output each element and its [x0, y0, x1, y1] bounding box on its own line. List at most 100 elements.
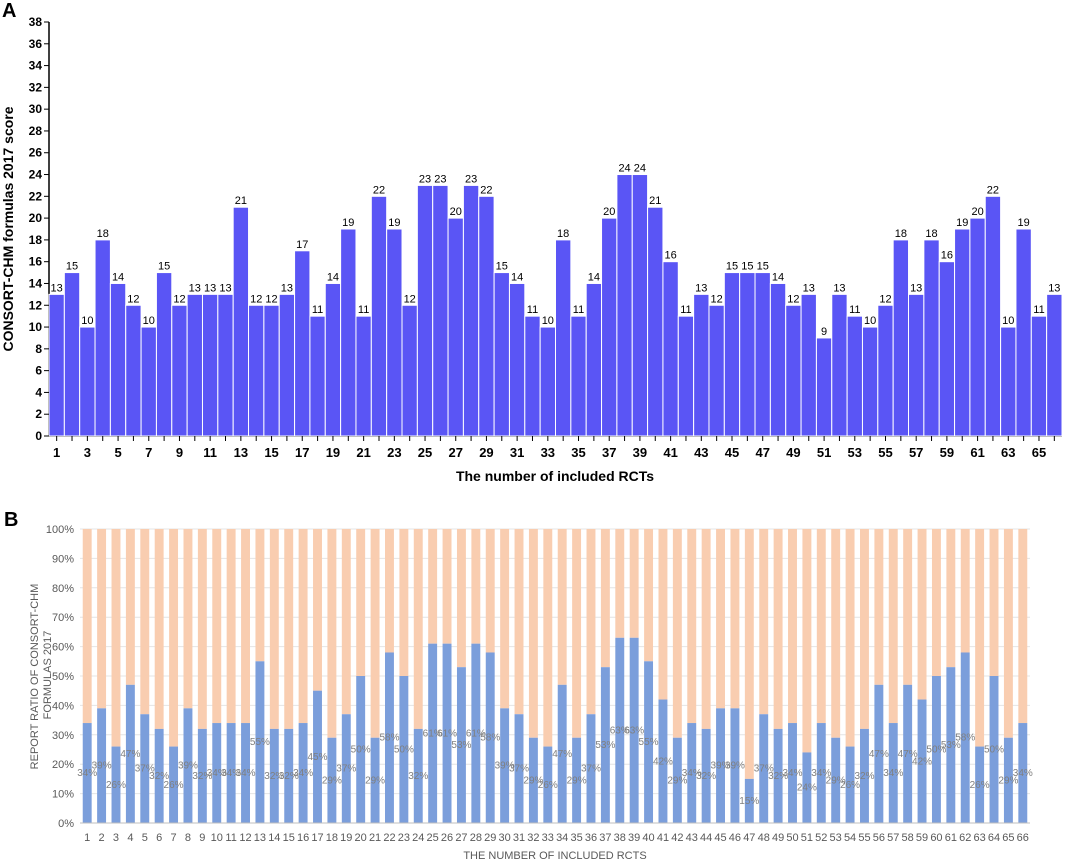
chart-b-data-label: 32%: [768, 771, 788, 782]
chart-b-bar-unreported: [428, 529, 438, 644]
chart-a-bar: [969, 217, 986, 437]
chart-b-x-tick-label: 30: [498, 832, 510, 844]
chart-b-bar-unreported: [975, 529, 985, 747]
chart-b-bar-reported: [543, 746, 553, 823]
chart-b-data-label: 53%: [941, 740, 961, 751]
chart-a-data-label: 13: [833, 282, 845, 294]
chart-b-x-tick-label: 39: [628, 832, 640, 844]
chart-b-x-tick-label: 26: [441, 832, 453, 844]
chart-a-bar: [800, 293, 817, 437]
chart-a-y-tick-label: 24: [29, 168, 43, 182]
chart-b-bar-reported: [989, 676, 999, 823]
chart-b-x-tick-label: 34: [556, 832, 568, 844]
chart-a-y-tick-label: 4: [35, 385, 42, 399]
chart-b-bar-unreported: [759, 529, 769, 715]
chart-a-bar: [954, 228, 971, 437]
chart-a-bar: [278, 293, 296, 437]
chart-b-bar-unreported: [917, 529, 927, 700]
chart-b-bar-reported: [600, 667, 610, 823]
chart-b-bar-reported: [370, 737, 380, 823]
chart-b-x-ticks: 1 2 3 4 5 6 7 8 9 10 11 12 13 14 15 16 17 18 19 20 21 22 23 24 2…: [80, 822, 1030, 844]
chart-b-data-label: 37%: [135, 764, 155, 775]
chart-b-x-tick-label: 61: [945, 832, 957, 844]
chart-a-y-tick-label: 12: [29, 298, 43, 312]
chart-b-bar-unreported: [197, 529, 207, 729]
chart-a-data-label: 18: [895, 228, 907, 240]
chart-a-x-tick-label: 49: [786, 445, 800, 460]
chart-a-data-label: 14: [511, 271, 523, 283]
chart-b-x-tick-label: 59: [916, 832, 928, 844]
chart-a-y-tick-label: 34: [29, 59, 43, 73]
chart-b-data-label: 34%: [883, 768, 903, 779]
chart-a-y-tick-label: 36: [29, 37, 43, 51]
chart-b-bar-reported: [1018, 723, 1028, 823]
chart-a-y-tick-label: 38: [29, 15, 43, 29]
chart-a-data-label: 20: [971, 206, 983, 218]
chart-a-bar: [585, 282, 603, 437]
chart-b-bar-reported: [816, 723, 826, 823]
chart-a-x-axis-title: The number of included RCTs: [456, 468, 654, 484]
chart-a-x-tick-label: 45: [725, 445, 739, 460]
chart-b-bar-reported: [341, 714, 351, 823]
chart-b-data-label: 42%: [653, 756, 673, 767]
panel-b-letter: B: [4, 509, 18, 531]
chart-b-bar-unreported: [169, 529, 179, 747]
chart-b-data-label: 32%: [149, 771, 169, 782]
chart-b-data-label: 39%: [725, 761, 745, 772]
chart-b-y-tick-label: 20%: [52, 759, 74, 771]
chart-b-data-label: 47%: [120, 749, 140, 760]
chart-b-bar-unreported: [514, 529, 524, 715]
chart-a-data-label: 20: [603, 206, 615, 218]
chart-b-x-tick-label: 47: [743, 832, 755, 844]
chart-b-x-tick-label: 19: [340, 832, 352, 844]
chart-a-bar: [739, 272, 756, 437]
chart-a-bar: [171, 304, 188, 437]
chart-a-data-label: 18: [97, 228, 109, 240]
chart-b-bar-unreported: [313, 529, 322, 691]
chart-b-y-tick-label: 60%: [52, 642, 74, 654]
chart-b-bar-reported: [269, 728, 279, 823]
chart-b-data-label: 39%: [178, 761, 198, 772]
chart-b-bar-reported: [500, 708, 510, 823]
chart-b-x-tick-label: 7: [170, 832, 176, 844]
chart-b-bar-unreported: [370, 529, 380, 738]
chart-b-bar-unreported: [356, 529, 366, 676]
chart-a-bar: [355, 315, 372, 437]
chart-a-x-tick-label: 43: [694, 445, 708, 460]
chart-b-x-tick-label: 15: [283, 832, 295, 844]
chart-a-bar: [984, 195, 1002, 437]
chart-a-data-label: 15: [158, 261, 170, 273]
chart-a-data-label: 11: [573, 304, 584, 316]
chart-a-bar: [647, 206, 664, 437]
chart-a-data-label: 19: [342, 217, 354, 229]
chart-a-bar: [923, 239, 940, 437]
chart-a-data-label: 12: [173, 293, 185, 305]
chart-b-bar-unreported: [773, 529, 783, 729]
chart-b-bar-reported: [572, 737, 582, 823]
chart-b-bar-unreported: [385, 529, 394, 653]
chart-a-bar: [432, 184, 449, 437]
chart-a-bar: [79, 326, 96, 437]
chart-b-x-tick-label: 65: [1002, 832, 1014, 844]
chart-a-y-tick-label: 28: [29, 124, 43, 138]
chart-a-data-label: 15: [757, 261, 769, 273]
chart-b-data-label: 37%: [509, 764, 529, 775]
chart-b-x-tick-label: 24: [412, 832, 424, 844]
chart-a-bar: [125, 304, 142, 437]
chart-a-x-tick-label: 3: [84, 445, 91, 460]
chart-b-bar-reported: [514, 714, 524, 823]
chart-b-x-tick-label: 1: [84, 832, 90, 844]
chart-a-data-label: 15: [726, 261, 738, 273]
chart-a-bar: [815, 337, 833, 437]
chart-b-bar-reported: [125, 684, 135, 823]
chart-b-data-label: 42%: [912, 756, 932, 767]
chart-b-data-label: 32%: [264, 771, 284, 782]
chart-b-bar-reported: [586, 714, 596, 823]
chart-a-bar: [401, 304, 418, 437]
chart-a-data-label: 12: [879, 293, 891, 305]
chart-a-bar: [48, 293, 65, 437]
chart-b-x-tick-label: 35: [570, 832, 582, 844]
chart-a-x-tick-label: 37: [602, 445, 616, 460]
